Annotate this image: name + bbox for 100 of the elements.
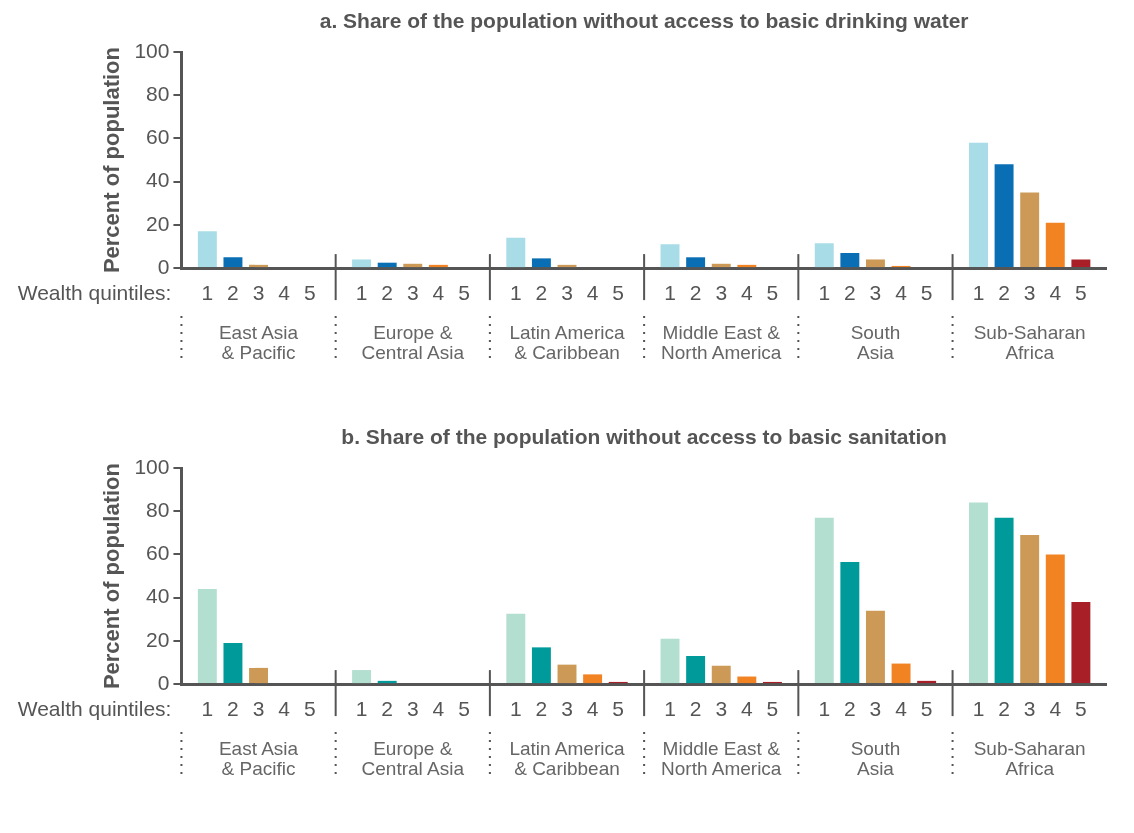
bar bbox=[994, 517, 1014, 684]
text: 2 bbox=[844, 280, 856, 304]
text: 2 bbox=[535, 696, 548, 720]
bar bbox=[737, 676, 757, 684]
bar bbox=[865, 259, 885, 268]
text: 1 bbox=[664, 280, 676, 304]
bar bbox=[352, 670, 372, 684]
y-tick-label: 20 bbox=[146, 211, 170, 235]
text: 3 bbox=[1023, 280, 1036, 304]
bar bbox=[840, 562, 860, 684]
y-tick-label: 80 bbox=[146, 82, 170, 106]
text: 4 bbox=[278, 696, 290, 720]
text: 1 bbox=[664, 696, 676, 720]
text: 4 bbox=[278, 280, 290, 304]
y-tick-label: 0 bbox=[157, 670, 170, 694]
text: 5 bbox=[920, 280, 933, 304]
text: 1 bbox=[355, 696, 368, 720]
x-tick-label: South Asia bbox=[850, 322, 901, 364]
bar bbox=[737, 264, 757, 268]
bar bbox=[531, 258, 551, 268]
x-tick-label: Sub-Saharan Africa bbox=[973, 322, 1086, 364]
bar bbox=[814, 243, 834, 268]
x-tick-label: Latin America & Caribbean bbox=[509, 738, 625, 780]
x-tick-label: East Asia & Pacific bbox=[218, 322, 299, 364]
bar bbox=[403, 263, 423, 268]
y-tick-label: 80 bbox=[146, 498, 170, 522]
text: 3 bbox=[406, 696, 419, 720]
bar bbox=[1071, 259, 1091, 268]
text: 5 bbox=[303, 696, 316, 720]
bar bbox=[531, 647, 551, 684]
text: 3 bbox=[561, 280, 573, 304]
x-tick-label: Europe & Central Asia bbox=[361, 322, 465, 364]
chart-title: b. Share of the population without access to basic sanitation bbox=[341, 424, 947, 448]
bar bbox=[814, 517, 834, 684]
series-label: 1 bbox=[201, 696, 214, 720]
text: 2 bbox=[689, 280, 702, 304]
y-tick-label: 100 bbox=[134, 38, 170, 62]
y-tick-label: 0 bbox=[157, 254, 170, 278]
bar bbox=[660, 638, 680, 684]
text: 5 bbox=[612, 280, 625, 304]
text: 3 bbox=[715, 280, 728, 304]
y-tick-label: 60 bbox=[146, 541, 170, 565]
bar bbox=[197, 589, 217, 684]
x-tick-label: Middle East & North America bbox=[661, 738, 782, 780]
text: 3 bbox=[406, 280, 419, 304]
bar bbox=[686, 257, 706, 268]
text: 1 bbox=[972, 696, 985, 720]
series-label: 5 bbox=[1075, 280, 1087, 304]
text: 4 bbox=[1049, 696, 1062, 720]
series-label: 3 bbox=[252, 280, 265, 304]
text: 4 bbox=[895, 696, 907, 720]
bar bbox=[377, 262, 397, 268]
text: 2 bbox=[998, 696, 1010, 720]
series-label: 5 bbox=[612, 696, 625, 720]
text: 2 bbox=[535, 280, 548, 304]
x-tick-label: East Asia & Pacific bbox=[218, 738, 299, 780]
text: 3 bbox=[561, 696, 573, 720]
text: 5 bbox=[920, 696, 933, 720]
text: 1 bbox=[818, 280, 831, 304]
y-tick-label: 40 bbox=[146, 584, 170, 608]
text: 4 bbox=[586, 280, 599, 304]
bar bbox=[1020, 192, 1040, 268]
bar bbox=[969, 502, 988, 684]
y-axis-title: Percent of population bbox=[99, 46, 125, 274]
bar bbox=[428, 264, 448, 268]
text: 1 bbox=[509, 280, 522, 304]
bar bbox=[711, 263, 731, 268]
series-label: 1 bbox=[201, 280, 214, 304]
text: 3 bbox=[869, 696, 882, 720]
bar bbox=[1045, 222, 1065, 268]
series-label: 4 bbox=[586, 696, 599, 720]
text: 4 bbox=[895, 280, 907, 304]
text: 5 bbox=[766, 280, 779, 304]
y-tick-label: 40 bbox=[146, 168, 170, 192]
bar bbox=[249, 667, 269, 684]
text: 4 bbox=[740, 696, 753, 720]
text: 4 bbox=[740, 280, 753, 304]
bar bbox=[711, 665, 731, 684]
x-tick-label: Middle East & North America bbox=[661, 322, 782, 364]
text: 1 bbox=[818, 696, 831, 720]
bar bbox=[660, 244, 680, 268]
bar bbox=[377, 680, 397, 684]
bar bbox=[994, 164, 1014, 268]
text: 2 bbox=[381, 280, 394, 304]
bar bbox=[1071, 601, 1091, 684]
series-label: 2 bbox=[227, 696, 239, 720]
bar bbox=[506, 613, 526, 684]
text: 5 bbox=[458, 280, 470, 304]
bar bbox=[506, 237, 526, 268]
text: 2 bbox=[381, 696, 394, 720]
bar bbox=[197, 231, 217, 268]
x-axis-title: Wealth quintiles: bbox=[17, 280, 172, 304]
text: 3 bbox=[869, 280, 882, 304]
text: 5 bbox=[1075, 696, 1087, 720]
text: 3 bbox=[1023, 696, 1036, 720]
bar bbox=[917, 680, 937, 684]
text: 1 bbox=[509, 696, 522, 720]
y-axis-title: Percent of population bbox=[99, 462, 125, 690]
text: 4 bbox=[1049, 280, 1062, 304]
text: 3 bbox=[715, 696, 728, 720]
